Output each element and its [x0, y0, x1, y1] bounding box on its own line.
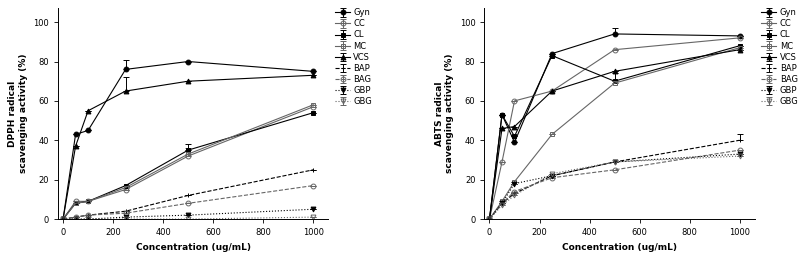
X-axis label: Concentration (ug/mL): Concentration (ug/mL) [136, 243, 251, 252]
X-axis label: Concentration (ug/mL): Concentration (ug/mL) [562, 243, 677, 252]
Legend: Gyn, CC, CL, MC, VCS, BAP, BAG, GBP, GBG: Gyn, CC, CL, MC, VCS, BAP, BAG, GBP, GBG [335, 8, 372, 106]
Y-axis label: ABTS radical
scavenging activity (%): ABTS radical scavenging activity (%) [435, 54, 454, 173]
Legend: Gyn, CC, CL, MC, VCS, BAP, BAG, GBP, GBG: Gyn, CC, CL, MC, VCS, BAP, BAG, GBP, GBG [762, 8, 798, 106]
Y-axis label: DPPH radical
scavenging activity (%): DPPH radical scavenging activity (%) [8, 54, 27, 173]
